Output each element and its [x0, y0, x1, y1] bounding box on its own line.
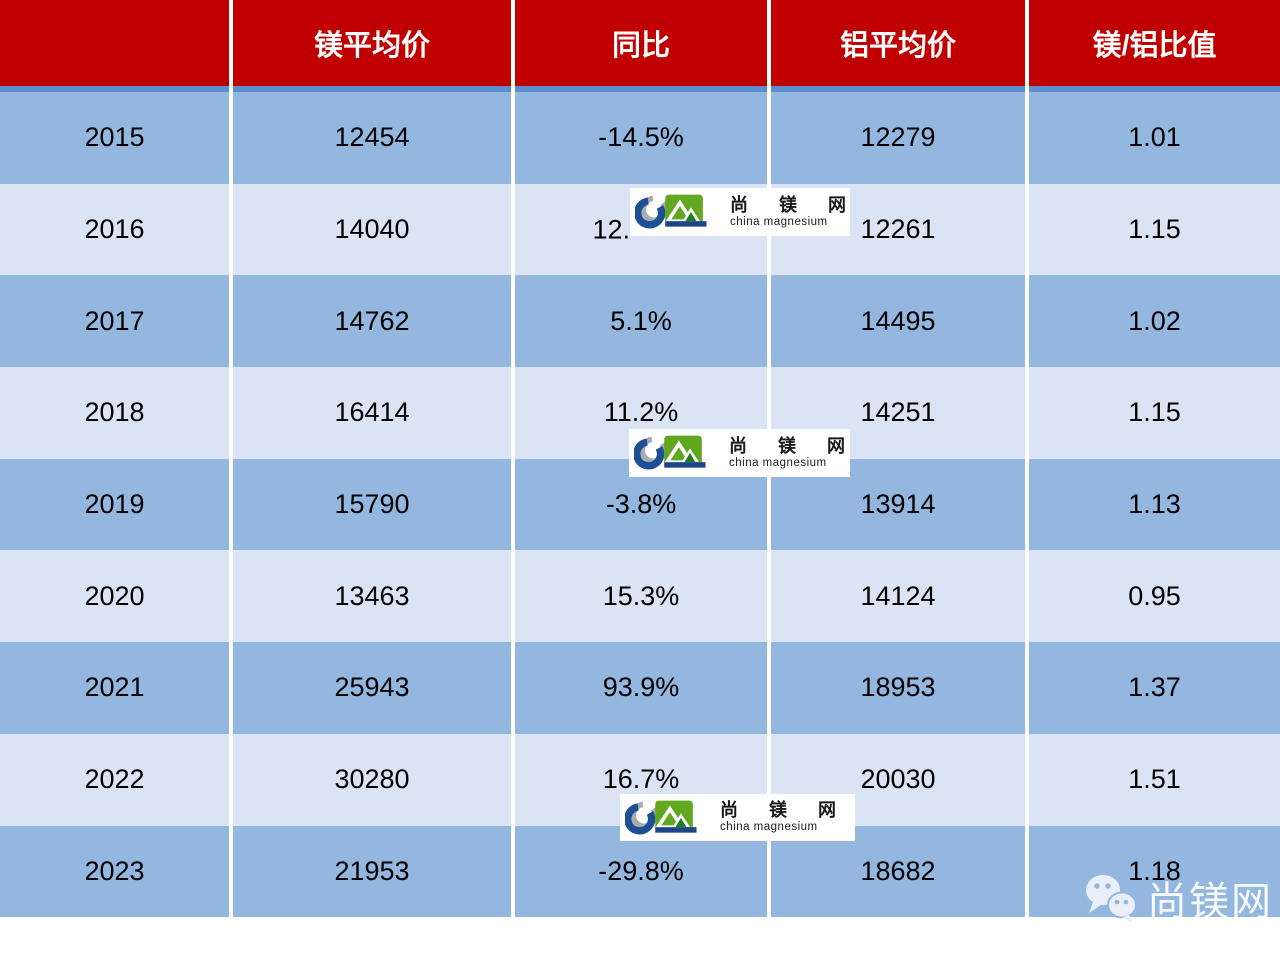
watermark-en-label: china magnesium: [729, 456, 827, 469]
yoy-cell: -14.5%: [515, 92, 767, 184]
mg-al-ratio-cell: 1.02: [1029, 275, 1280, 368]
watermark-en-label: china magnesium: [730, 215, 828, 228]
mg-al-ratio-cell: 1.15: [1029, 367, 1280, 459]
yoy-cell: 5.1%: [515, 275, 767, 368]
watermark-en-label: china magnesium: [720, 821, 818, 834]
year-cell: 2023: [0, 825, 229, 918]
china-magnesium-logo-icon: [635, 194, 707, 229]
china-magnesium-logo-icon: [625, 800, 697, 834]
year-cell: 2016: [0, 183, 229, 276]
mg-avg-price-cell: 16414: [233, 367, 511, 459]
header-cell-al-avg: 铝平均价: [771, 0, 1025, 92]
year-cell: 2015: [0, 92, 229, 184]
header-cell-ratio: 镁/铝比值: [1029, 0, 1280, 92]
watermark-text: 尚 镁 网 china magnesium: [729, 435, 859, 469]
year-cell: 2017: [0, 275, 229, 368]
year-cell: 2019: [0, 458, 229, 551]
al-avg-price-cell: 18953: [771, 642, 1025, 734]
al-avg-price-cell: 12279: [771, 92, 1025, 184]
mg-al-ratio-cell: 1.01: [1029, 92, 1280, 184]
year-cell: 2021: [0, 642, 229, 734]
watermark-cn-label: 尚 镁 网: [729, 435, 859, 456]
header-cell-mg-avg: 镁平均价: [233, 0, 511, 92]
al-avg-price-cell: 14124: [771, 550, 1025, 643]
mg-al-ratio-cell: 0.95: [1029, 550, 1280, 643]
mg-avg-price-cell: 25943: [233, 642, 511, 734]
mg-avg-price-cell: 21953: [233, 825, 511, 918]
watermark-text: 尚 镁 网 china magnesium: [720, 801, 849, 833]
mg-al-ratio-cell: 1.18: [1029, 825, 1280, 918]
mg-avg-price-cell: 13463: [233, 550, 511, 643]
header-cell-yoy: 同比: [515, 0, 767, 92]
year-cell: 2020: [0, 550, 229, 643]
year-cell: 2022: [0, 733, 229, 826]
wechat-badge-label: 尚镁网: [1147, 880, 1273, 924]
china-magnesium-logo-icon: [634, 435, 706, 470]
mg-avg-price-cell: 30280: [233, 733, 511, 826]
watermark-china-magnesium: 尚 镁 网 china magnesium: [620, 794, 855, 841]
mg-avg-price-cell: 14762: [233, 275, 511, 368]
mg-al-ratio-cell: 1.13: [1029, 458, 1280, 551]
mg-al-ratio-cell: 1.37: [1029, 642, 1280, 734]
yoy-cell: 15.3%: [515, 550, 767, 643]
wechat-icon: [1086, 875, 1137, 923]
mg-al-price-table: 镁平均价 同比 铝平均价 镁/铝比值 2015 12454 -14.5% 122…: [0, 0, 1280, 918]
yoy-cell: 93.9%: [515, 642, 767, 734]
mg-al-ratio-cell: 1.51: [1029, 733, 1280, 826]
mg-avg-price-cell: 14040: [233, 183, 511, 276]
wechat-badge: 尚镁网: [1083, 869, 1273, 927]
watermark-china-magnesium: 尚 镁 网 china magnesium: [630, 188, 850, 236]
watermark-cn-label: 尚 镁 网: [720, 800, 850, 821]
al-avg-price-cell: 14495: [771, 275, 1025, 368]
watermark-cn-label: 尚 镁 网: [730, 194, 860, 215]
mg-avg-price-cell: 15790: [233, 458, 511, 551]
watermark-china-magnesium: 尚 镁 网 china magnesium: [629, 429, 850, 477]
watermark-text: 尚 镁 网 china magnesium: [730, 194, 860, 228]
header-cell-year: [0, 0, 229, 92]
yoy-partial-text: 12.: [592, 214, 630, 245]
mg-al-ratio-cell: 1.15: [1029, 183, 1280, 276]
mg-avg-price-cell: 12454: [233, 92, 511, 184]
year-cell: 2018: [0, 367, 229, 459]
